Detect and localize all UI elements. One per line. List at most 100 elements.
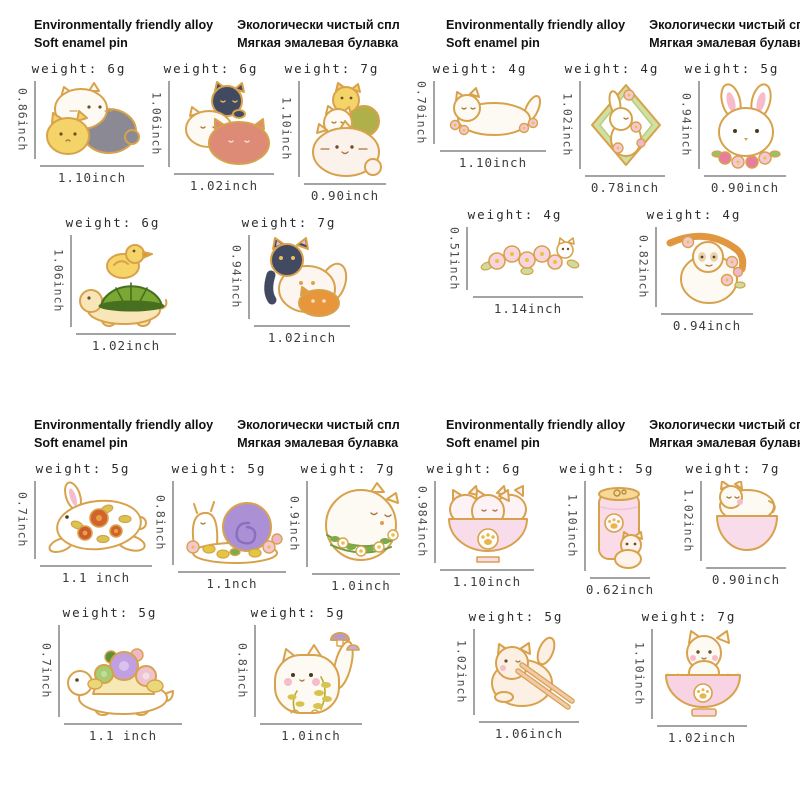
width-dimension-line — [479, 720, 579, 723]
width-dimension-line — [174, 172, 274, 175]
pin-figure: weight: 6g 1.06inch — [148, 61, 274, 193]
cat-in-ramen-bowl-icon — [660, 629, 746, 719]
header-ru-line2: Мягкая эмалевая булавка — [649, 436, 800, 451]
height-dimension-line — [305, 480, 308, 567]
height-dimension-line — [33, 480, 36, 559]
pin-figure: weight: 5g 0.8inch — [234, 605, 362, 743]
pin-figure: weight: 5g 0.94inch — [678, 61, 786, 195]
pin-figure: weight: 6g 0.86inch — [14, 61, 144, 185]
height-dimension-label: 0.8inch — [153, 494, 168, 551]
header-en-line1: Environmentally friendly alloy — [34, 418, 214, 432]
width-dimension-line — [704, 174, 786, 177]
header-english: Environmentally friendly alloy Soft enam… — [446, 416, 625, 453]
height-dimension-line — [69, 234, 72, 327]
height-dimension-label: 1.10inch — [632, 641, 647, 706]
pin-figure: weight: 7g 0.9inch — [286, 461, 400, 593]
width-dimension-label: 1.0inch — [331, 577, 391, 593]
weight-label: weight: 4g — [646, 206, 742, 222]
cherry-blossom-garland-icon — [475, 236, 583, 280]
height-dimension-line — [472, 628, 475, 715]
pin-figure: weight: 7g 1.10inch — [631, 609, 747, 745]
weight-label: weight: 6g — [426, 460, 522, 476]
quadrant-header: Environmentally friendly alloy Soft enam… — [446, 16, 800, 53]
width-dimension-label: 1.14inch — [493, 300, 563, 316]
weight-label: weight: 5g — [250, 604, 346, 620]
weight-label: weight: 4g — [432, 60, 528, 76]
height-dimension-label: 1.10inch — [279, 96, 294, 161]
weight-label: weight: 7g — [641, 608, 737, 624]
header-ru-line2: Мягкая эмалевая булавка — [649, 36, 800, 51]
width-dimension-line — [440, 568, 534, 571]
width-dimension-label: 1.02inch — [189, 177, 259, 193]
width-dimension-label: 1.02inch — [667, 729, 737, 745]
width-dimension-label: 1.10inch — [458, 154, 528, 170]
weight-label: weight: 6g — [163, 60, 259, 76]
height-dimension-label: 0.94inch — [679, 92, 694, 157]
height-dimension-line — [697, 80, 700, 169]
white-yellow-gray-cats-pile-icon — [43, 81, 143, 159]
quadrant-bottom-left: Environmentally friendly alloy Soft enam… — [0, 400, 400, 800]
height-dimension-line — [583, 480, 586, 571]
header-en-line2: Soft enamel pin — [34, 36, 128, 51]
width-dimension-line — [657, 724, 747, 727]
weight-label: weight: 4g — [564, 60, 660, 76]
pin-figure: weight: 4g 0.82inch — [635, 207, 753, 333]
snail-purple-shell-icon — [181, 481, 285, 565]
width-dimension-line — [473, 295, 583, 298]
height-dimension-label: 0.94inch — [229, 244, 244, 309]
height-dimension-line — [699, 480, 702, 561]
cat-with-chopsticks-icon — [482, 629, 578, 715]
header-en-line2: Soft enamel pin — [34, 436, 128, 451]
height-dimension-label: 1.06inch — [51, 248, 66, 313]
width-dimension-line — [178, 570, 286, 573]
weight-label: weight: 7g — [241, 214, 337, 230]
width-dimension-line — [585, 174, 665, 177]
duck-on-turtle-pin-icon — [78, 235, 175, 327]
width-dimension-label: 1.1 inch — [88, 727, 158, 743]
pin-figure: weight: 7g 1.02inch — [680, 461, 786, 587]
height-dimension-line — [654, 226, 657, 307]
height-dimension-label: 0.7inch — [15, 491, 30, 548]
header-russian: Экологически чистый сплав Мягкая эмалева… — [237, 416, 400, 453]
pin-figure: weight: 4g 1.02inch — [559, 61, 665, 195]
pin-figure: weight: 4g 0.51inch — [447, 207, 583, 316]
width-dimension-label: 0.90inch — [310, 187, 380, 203]
height-dimension-label: 1.06inch — [149, 91, 164, 156]
quadrant-bottom-right: Environmentally friendly alloy Soft enam… — [400, 400, 800, 800]
sloth-on-branch-icon — [664, 227, 752, 307]
three-cats-in-bowl-icon — [443, 481, 533, 563]
quadrant-top-right: Environmentally friendly alloy Soft enam… — [400, 0, 800, 400]
header-english: Environmentally friendly alloy Soft enam… — [34, 416, 213, 453]
header-ru-line1: Экологически чистый сплав — [237, 18, 400, 32]
width-dimension-line — [40, 564, 152, 567]
height-dimension-line — [253, 624, 256, 717]
weight-label: weight: 7g — [300, 460, 396, 476]
header-russian: Экологически чистый сплав Мягкая эмалева… — [649, 416, 800, 453]
height-dimension-line — [578, 80, 581, 169]
pin-figure: weight: 4g 0.70inch — [414, 61, 546, 170]
width-dimension-line — [304, 182, 386, 185]
header-ru-line2: Мягкая эмалевая булавка — [237, 36, 399, 51]
width-dimension-line — [40, 164, 144, 167]
rabbit-on-green-diamond-icon — [588, 81, 664, 169]
pin-figure: weight: 5g 1.10inch — [560, 461, 655, 597]
width-dimension-label: 1.02inch — [267, 329, 337, 345]
weight-label: weight: 7g — [685, 460, 781, 476]
header-en-line1: Environmentally friendly alloy — [34, 18, 214, 32]
height-dimension-label: 1.10inch — [565, 493, 580, 558]
weight-label: weight: 5g — [35, 460, 131, 476]
width-dimension-label: 0.90inch — [711, 571, 781, 587]
height-dimension-label: 1.02inch — [454, 639, 469, 704]
header-english: Environmentally friendly alloy Soft enam… — [34, 16, 213, 53]
stacked-cats-tower-icon — [307, 81, 385, 177]
pin-figure: weight: 7g 1.10inch — [278, 61, 386, 203]
pin-figure: weight: 6g 0.984inch — [414, 461, 534, 589]
quadrant-header: Environmentally friendly alloy Soft enam… — [34, 16, 400, 53]
turtle-with-succulents-icon — [66, 625, 181, 717]
height-dimension-line — [433, 480, 436, 563]
header-en-line1: Environmentally friendly alloy — [446, 18, 626, 32]
weight-label: weight: 5g — [684, 60, 780, 76]
quadrant-header: Environmentally friendly alloy Soft enam… — [446, 416, 800, 453]
height-dimension-label: 0.9inch — [287, 495, 302, 552]
quadrant-header: Environmentally friendly alloy Soft enam… — [34, 416, 400, 453]
